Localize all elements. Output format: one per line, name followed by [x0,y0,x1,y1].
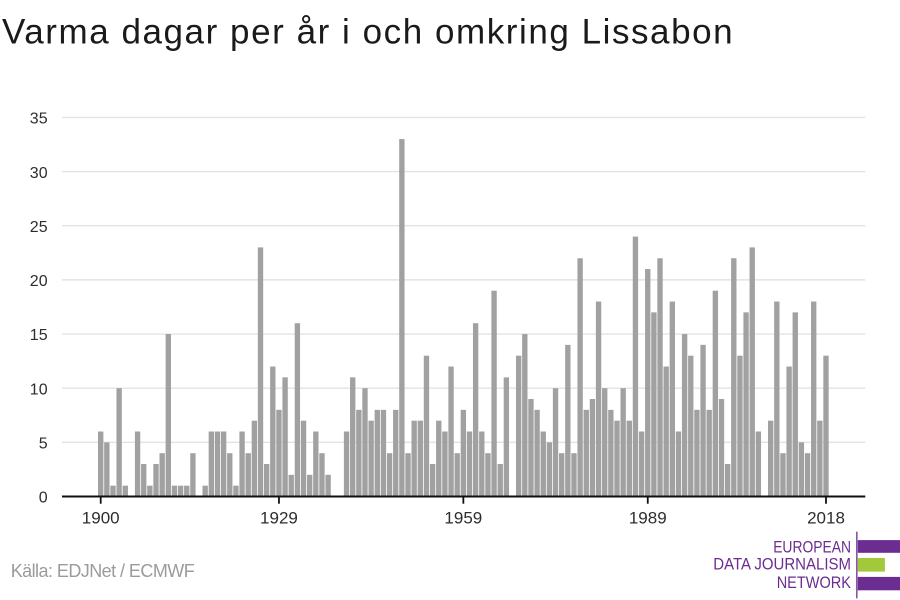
svg-text:1959: 1959 [444,509,482,528]
svg-text:1929: 1929 [260,509,298,528]
svg-text:1989: 1989 [629,509,667,528]
svg-text:25: 25 [30,219,48,236]
svg-text:20: 20 [30,273,48,290]
svg-text:10: 10 [30,381,48,398]
svg-text:2018: 2018 [807,509,845,528]
svg-text:EUROPEAN: EUROPEAN [773,539,851,557]
svg-text:15: 15 [30,327,48,344]
svg-text:1900: 1900 [82,509,120,528]
svg-text:5: 5 [39,436,48,453]
svg-text:30: 30 [30,165,48,182]
svg-text:0: 0 [39,490,48,507]
svg-text:DATA JOURNALISM: DATA JOURNALISM [713,556,851,574]
svg-text:35: 35 [30,111,48,128]
svg-text:Varma dagar per år i och omkri: Varma dagar per år i och omkring Lissabo… [2,12,734,51]
svg-text:NETWORK: NETWORK [777,574,851,592]
svg-text:Källa: EDJNet / ECMWF: Källa: EDJNet / ECMWF [11,561,195,581]
